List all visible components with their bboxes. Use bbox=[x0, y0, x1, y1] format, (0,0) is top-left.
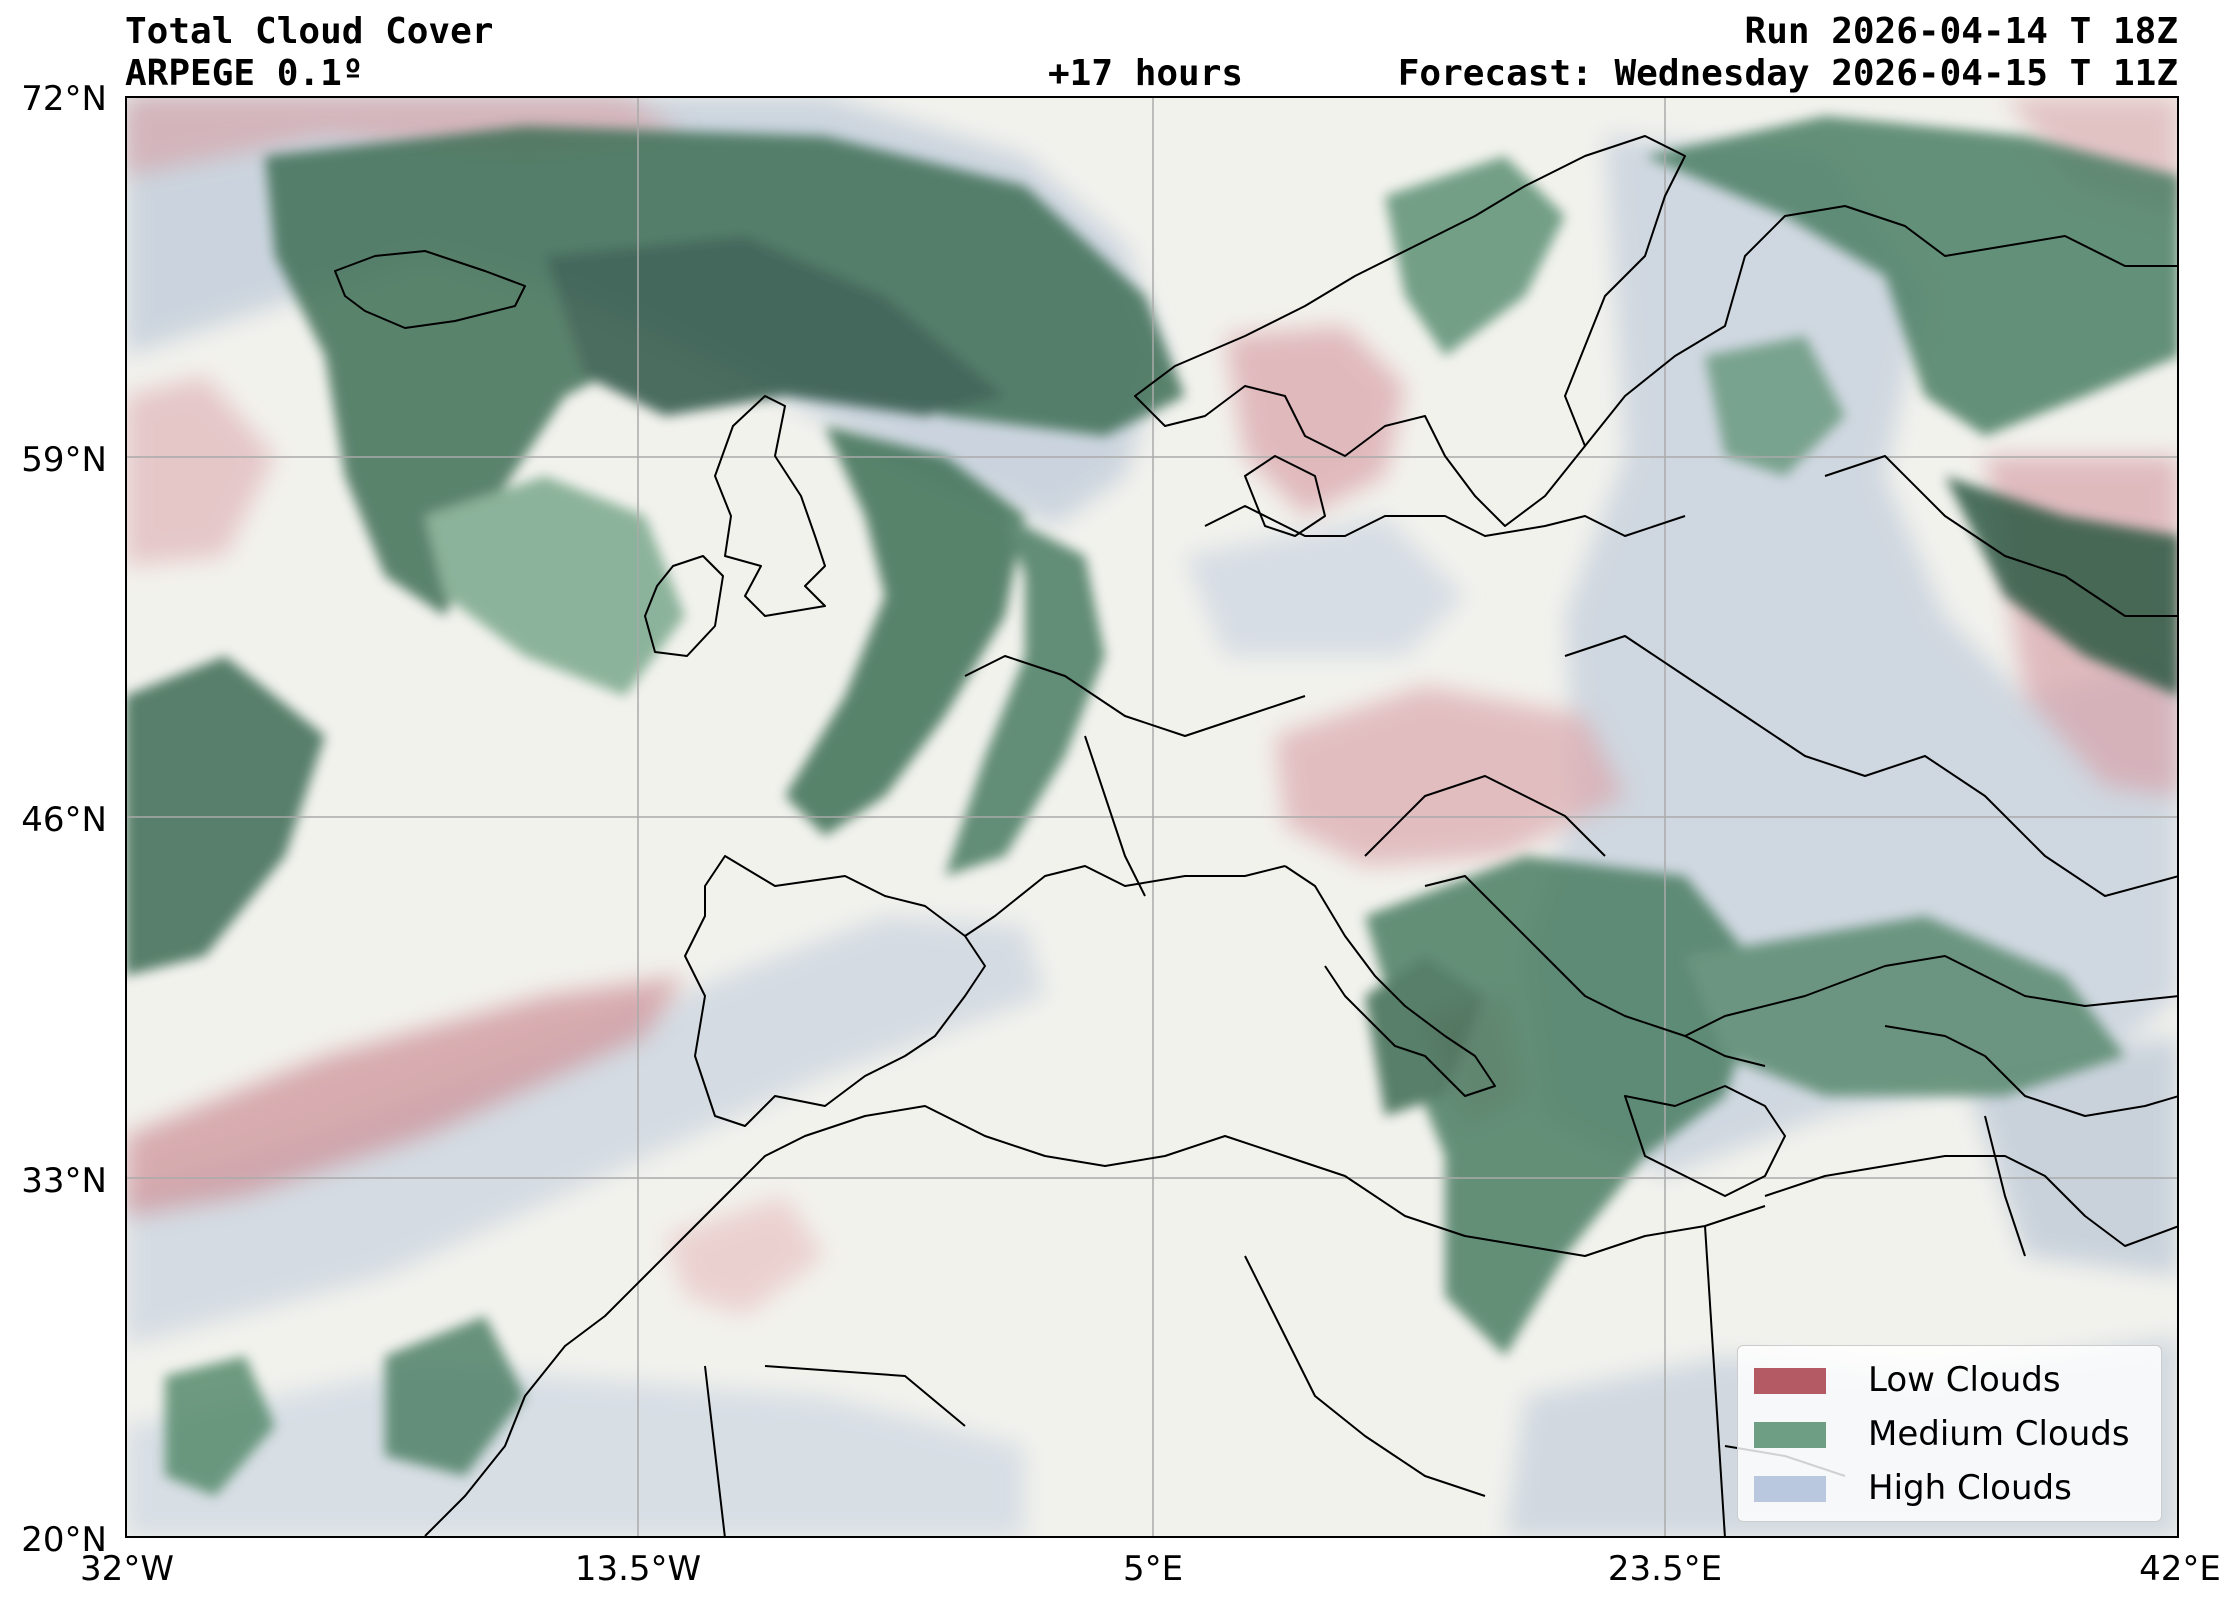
map-area[interactable] bbox=[125, 96, 2179, 1538]
high-clouds-swatch bbox=[1754, 1476, 1826, 1502]
lon-tick-label: 13.5°W bbox=[574, 1549, 702, 1589]
map-border bbox=[125, 96, 2179, 1538]
lead-time-label: +17 hours bbox=[1048, 53, 1244, 94]
legend-label: Low Clouds bbox=[1868, 1360, 2061, 1400]
cloud-cover-map bbox=[125, 96, 2179, 1538]
lon-tick-label: 23.5°E bbox=[1607, 1549, 1723, 1589]
lon-tick-label: 32°W bbox=[80, 1549, 174, 1589]
lat-tick-label: 20°N bbox=[21, 1520, 107, 1560]
medium-cloud-layer bbox=[125, 116, 2179, 1496]
lat-tick-label: 72°N bbox=[21, 79, 107, 119]
lat-tick-label: 33°N bbox=[21, 1161, 107, 1201]
run-time-label: Run 2026-04-14 T 18Z bbox=[1744, 11, 2178, 52]
lon-tick-label: 5°E bbox=[1122, 1549, 1184, 1589]
coastlines-borders bbox=[334, 135, 2179, 1538]
medium-clouds-swatch bbox=[1754, 1422, 1826, 1448]
gridlines bbox=[125, 96, 2179, 1538]
low-clouds-swatch bbox=[1754, 1368, 1826, 1394]
lat-tick-label: 46°N bbox=[21, 800, 107, 840]
lon-tick-label: 42°E bbox=[2139, 1549, 2221, 1589]
model-label: ARPEGE 0.1º bbox=[125, 53, 364, 94]
legend: Low Clouds Medium Clouds High Clouds bbox=[1737, 1345, 2162, 1522]
legend-label: Medium Clouds bbox=[1868, 1414, 2130, 1454]
lat-tick-label: 59°N bbox=[21, 440, 107, 480]
chart-title: Total Cloud Cover bbox=[125, 11, 494, 52]
legend-label: High Clouds bbox=[1868, 1468, 2072, 1508]
valid-time-label: Forecast: Wednesday 2026-04-15 T 11Z bbox=[1397, 53, 2178, 94]
